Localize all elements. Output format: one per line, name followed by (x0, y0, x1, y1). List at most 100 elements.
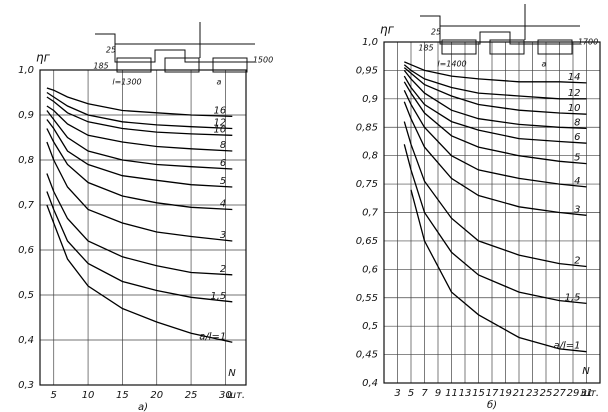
sketch-label: 25 (106, 46, 116, 55)
curve-label: 14 (568, 72, 581, 83)
trench (114, 44, 255, 63)
curve (46, 105, 233, 152)
sketch-label: a (217, 78, 222, 87)
y-tick-label: 0,45 (356, 350, 378, 361)
curve (403, 64, 587, 100)
curve (46, 128, 233, 211)
plot-frame (39, 69, 247, 386)
caption: а) (138, 402, 148, 412)
x-axis-label: N (228, 368, 236, 379)
y-tick-label: 1,0 (18, 65, 34, 76)
curve (403, 144, 587, 305)
curve (410, 189, 587, 353)
heater-box (116, 57, 152, 73)
y-tick-label: 0,7 (18, 200, 35, 211)
y-tick-label: 0,6 (362, 264, 378, 275)
sketch-label: 25 (431, 28, 441, 37)
sketch-label: 1500 (253, 56, 273, 65)
x-tick-label: 5 (408, 388, 414, 399)
x-tick-label: 31 (580, 388, 593, 399)
sketch-label: 185 (418, 44, 433, 53)
curve-label: 5 (220, 176, 226, 187)
x-tick-label: 15 (116, 390, 129, 401)
sketch-label: l=1400 (437, 60, 466, 69)
heater-box (212, 57, 248, 73)
curve-label: 6 (574, 132, 580, 143)
curve-label: 1,5 (210, 291, 226, 302)
curve-label: 2 (220, 264, 226, 275)
curve (403, 121, 587, 268)
x-tick-label: 19 (499, 388, 512, 399)
curve (46, 141, 233, 242)
y-tick-label: 0,4 (18, 335, 34, 346)
y-tick-label: 0,8 (362, 151, 378, 162)
x-tick-label: 30 (219, 390, 232, 401)
y-axis-label: ηг (380, 23, 395, 37)
caption: б) (487, 399, 497, 411)
y-tick-label: 1,0 (362, 37, 378, 48)
x-tick-label: 9 (435, 388, 441, 399)
curve (403, 69, 587, 130)
trench (439, 26, 580, 45)
curve-label: 8 (574, 117, 580, 128)
x-tick-label: 25 (540, 388, 553, 399)
curve (404, 61, 587, 84)
x-tick-label: 25 (185, 390, 198, 401)
x-tick-label: 10 (82, 390, 95, 401)
ground (420, 15, 580, 27)
plot-frame (383, 41, 601, 384)
curve (403, 101, 587, 216)
y-tick-label: 0,7 (362, 208, 379, 219)
x-tick-label: 23 (526, 388, 539, 399)
y-tick-label: 0,5 (18, 290, 34, 301)
curve-label: 12 (214, 118, 227, 129)
heater-box (489, 39, 525, 55)
curve-label: 16 (214, 105, 227, 116)
y-axis-label: ηг (36, 51, 51, 65)
x-tick-label: 3 (394, 388, 400, 399)
sketch-label: l=1300 (112, 78, 141, 87)
curve-label: 5 (574, 153, 580, 164)
x-tick-label: 5 (51, 390, 57, 401)
y-tick-label: 0,4 (362, 378, 378, 389)
x-tick-label: 15 (472, 388, 485, 399)
curve (46, 119, 233, 188)
curve-label: 12 (568, 88, 581, 99)
x-tick-label: 21 (513, 388, 526, 399)
curve (46, 87, 233, 118)
y-tick-label: 0,5 (362, 321, 378, 332)
y-tick-label: 0,3 (18, 380, 34, 391)
curve (403, 75, 587, 144)
x-tick-label: 20 (150, 390, 163, 401)
y-tick-label: 0,6 (18, 245, 34, 256)
curve-label: 4 (574, 176, 580, 187)
curve-label: 1,5 (565, 292, 581, 303)
curve (403, 67, 587, 115)
curve-label: 10 (568, 103, 581, 114)
y-tick-label: 0,85 (356, 122, 378, 133)
curve-label: 10 (214, 124, 227, 135)
y-tick-label: 0,9 (362, 94, 378, 105)
curve (46, 110, 233, 170)
curve (403, 90, 587, 188)
x-tick-label: 11 (445, 388, 458, 399)
curve-label: 3 (220, 230, 226, 241)
x-axis-label: N (582, 366, 590, 377)
curve (46, 173, 233, 276)
x-unit: шт. (227, 390, 245, 401)
curve-label: 8 (220, 140, 226, 151)
curve (46, 191, 233, 303)
y-tick-label: 0,9 (18, 110, 34, 121)
curve-label: 3 (574, 204, 580, 215)
x-tick-label: 27 (553, 388, 566, 399)
y-tick-label: 0,8 (18, 155, 34, 166)
sketch-label: 185 (93, 62, 108, 71)
curve (46, 91, 233, 130)
heater-box (441, 39, 477, 55)
heater-box (164, 57, 200, 73)
sketch-label: 1700 (578, 38, 598, 47)
ground (95, 33, 255, 45)
x-tick-label: 7 (421, 388, 428, 399)
curve-label: 2 (574, 255, 580, 266)
curve-label: a/l=1 (199, 331, 226, 342)
